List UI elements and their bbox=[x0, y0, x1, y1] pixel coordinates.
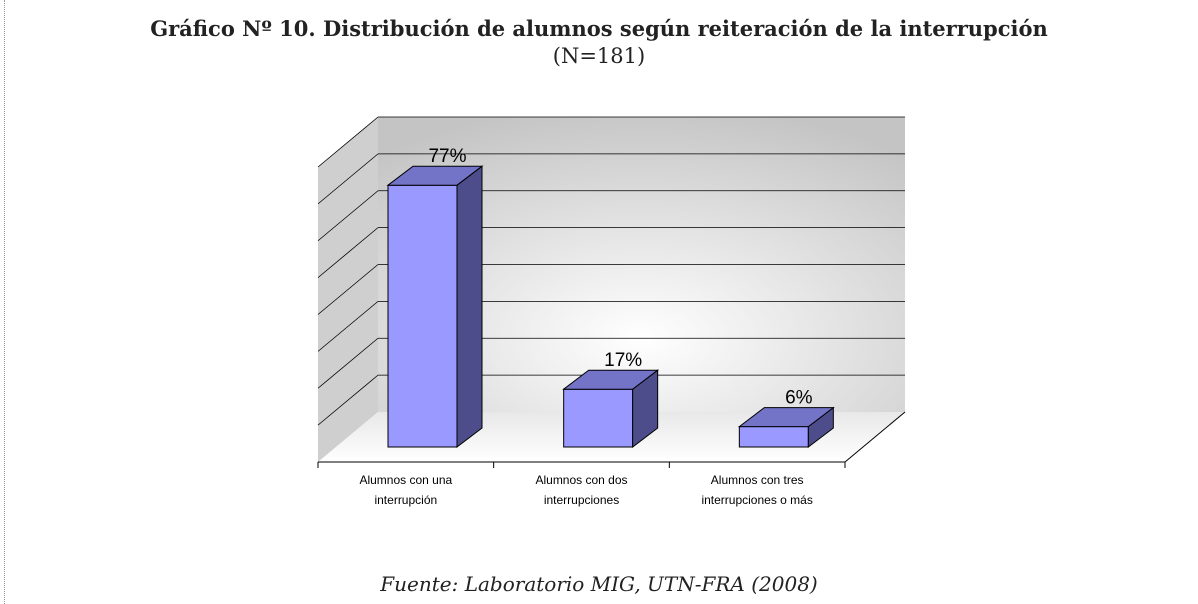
bar-side bbox=[456, 165, 483, 449]
value-label: 77% bbox=[428, 146, 466, 167]
bar bbox=[737, 406, 835, 449]
value-label: 6% bbox=[785, 388, 813, 409]
grid-line bbox=[317, 190, 379, 242]
grid-line bbox=[317, 374, 379, 426]
bar-top bbox=[562, 369, 660, 390]
bar-front bbox=[563, 388, 634, 448]
grid-line bbox=[317, 227, 379, 278]
source-note: Fuente: Laboratorio MIG, UTN-FRA (2008) bbox=[380, 572, 818, 596]
bar-top bbox=[386, 165, 484, 186]
grid-line bbox=[317, 116, 379, 168]
grid-line bbox=[317, 301, 379, 352]
grid-line bbox=[317, 153, 379, 205]
bar-front bbox=[738, 426, 809, 448]
grid-line bbox=[317, 264, 379, 315]
bar-front bbox=[387, 184, 458, 448]
value-label: 17% bbox=[604, 350, 642, 371]
x-tick-label: Alumnos con una interrupción bbox=[359, 473, 453, 507]
x-tick-label: Alumnos con dos interrupciones bbox=[535, 473, 628, 507]
bar bbox=[386, 165, 484, 449]
grid-line bbox=[317, 337, 379, 389]
floor-edge bbox=[844, 411, 906, 463]
x-tick-label: Alumnos con tres interrupciones o más bbox=[701, 473, 813, 507]
page-border bbox=[4, 0, 5, 604]
chart-subtitle: (N=181) bbox=[552, 44, 646, 68]
chart-title: Gráfico Nº 10. Distribución de alumnos s… bbox=[150, 16, 1048, 41]
bar-top bbox=[737, 407, 835, 428]
bar bbox=[562, 369, 660, 449]
